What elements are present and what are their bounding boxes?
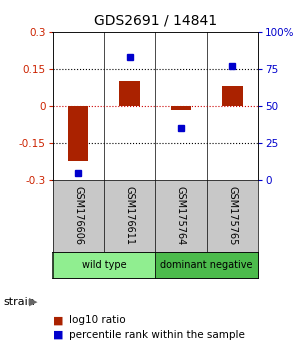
Bar [222,86,243,106]
Text: wild type: wild type [82,260,126,270]
Bar [52,252,155,278]
Text: strain: strain [3,297,35,307]
Text: GSM176606: GSM176606 [73,186,83,245]
Bar [68,106,88,161]
Text: GSM176611: GSM176611 [124,186,135,245]
Text: percentile rank within the sample: percentile rank within the sample [69,330,245,339]
Text: GSM175765: GSM175765 [227,186,237,246]
Bar [171,106,191,110]
Bar [119,81,140,106]
Text: ■: ■ [52,315,63,325]
Text: ■: ■ [52,330,63,339]
Text: ▶: ▶ [28,297,37,307]
Title: GDS2691 / 14841: GDS2691 / 14841 [94,14,217,28]
Text: dominant negative: dominant negative [160,260,253,270]
Text: log10 ratio: log10 ratio [69,315,126,325]
Bar [155,252,258,278]
Text: GSM175764: GSM175764 [176,186,186,245]
